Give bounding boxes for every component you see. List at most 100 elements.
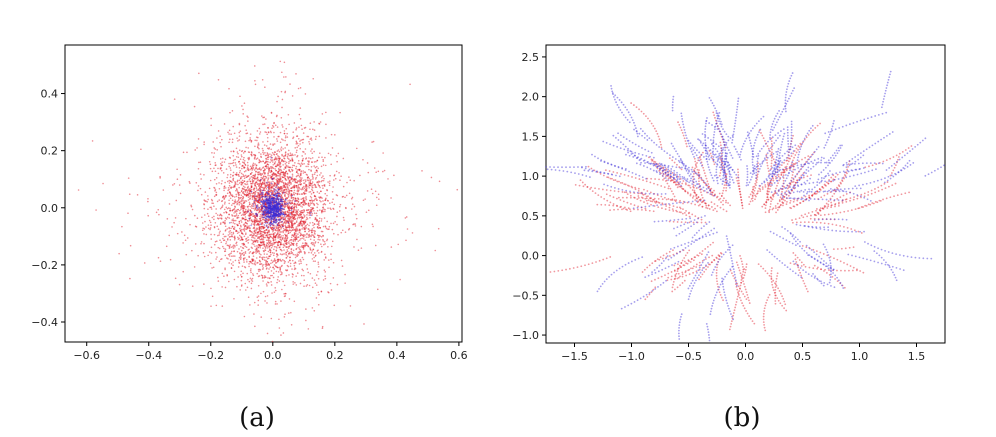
data-point <box>271 217 273 219</box>
data-point <box>267 174 269 177</box>
data-point <box>237 152 239 155</box>
data-point <box>227 258 229 260</box>
data-point <box>293 216 296 219</box>
data-point <box>193 214 196 217</box>
data-point <box>293 205 296 208</box>
data-point <box>235 166 238 168</box>
data-point <box>260 200 263 202</box>
data-point <box>254 217 257 220</box>
data-point <box>256 189 258 192</box>
data-point <box>224 267 226 270</box>
data-point <box>282 253 285 255</box>
data-point <box>305 263 308 266</box>
data-point <box>322 243 325 246</box>
data-point <box>323 184 325 186</box>
data-point <box>258 250 261 253</box>
data-point <box>289 221 292 223</box>
data-point <box>273 121 275 124</box>
data-point <box>298 193 301 195</box>
data-point <box>355 147 358 150</box>
data-point <box>201 229 204 232</box>
data-point <box>302 150 304 153</box>
data-point <box>243 315 246 318</box>
data-point <box>315 297 318 299</box>
data-point <box>277 167 280 170</box>
data-point <box>349 305 352 307</box>
data-point <box>390 246 393 248</box>
data-point <box>355 217 358 220</box>
data-point <box>309 208 312 211</box>
data-point <box>323 217 326 219</box>
data-point <box>211 216 214 219</box>
data-point <box>299 237 302 240</box>
data-point <box>291 259 294 262</box>
data-point <box>305 192 307 195</box>
data-point <box>258 260 261 262</box>
data-point <box>281 176 283 178</box>
data-point <box>377 193 380 196</box>
data-point <box>250 190 253 193</box>
data-point <box>288 241 290 243</box>
data-point <box>269 182 271 184</box>
data-point <box>305 157 308 159</box>
data-point <box>182 242 184 244</box>
data-point <box>237 214 240 217</box>
data-point <box>219 230 221 233</box>
data-point <box>238 149 241 152</box>
data-point <box>287 154 289 156</box>
data-point <box>287 149 290 152</box>
data-point <box>262 263 264 266</box>
data-point <box>273 188 275 190</box>
data-point <box>265 145 268 147</box>
data-point <box>250 140 253 142</box>
data-point <box>252 192 254 195</box>
data-point <box>264 276 266 278</box>
data-point <box>311 208 314 210</box>
data-point <box>265 217 267 219</box>
data-point <box>337 233 339 236</box>
data-point <box>283 185 286 188</box>
data-point <box>217 276 219 279</box>
data-point <box>248 139 250 142</box>
data-point <box>294 238 297 241</box>
data-point <box>245 240 248 243</box>
data-point <box>247 164 249 167</box>
data-point <box>241 238 243 241</box>
data-point <box>287 206 289 209</box>
data-point <box>265 214 268 216</box>
data-point <box>265 283 268 285</box>
data-point <box>245 246 248 248</box>
data-point <box>285 76 287 78</box>
data-point <box>285 252 287 254</box>
data-point <box>239 252 241 255</box>
data-point <box>224 248 227 250</box>
data-point <box>178 283 181 286</box>
data-point <box>244 208 247 211</box>
data-point <box>244 186 246 189</box>
data-point <box>294 228 297 230</box>
data-point <box>176 232 179 235</box>
data-point <box>322 206 324 209</box>
data-point <box>272 126 275 128</box>
data-point <box>291 95 294 97</box>
data-point <box>227 174 229 176</box>
data-point <box>222 233 225 236</box>
data-point <box>252 202 255 205</box>
data-point <box>207 227 210 230</box>
data-point <box>189 223 191 226</box>
data-point <box>876 201 879 204</box>
data-point <box>295 204 298 206</box>
data-point <box>259 208 261 211</box>
data-point <box>331 240 334 243</box>
data-point <box>289 259 291 261</box>
data-point <box>283 221 285 224</box>
data-point <box>328 182 331 185</box>
data-point <box>362 158 364 161</box>
data-point <box>211 202 213 204</box>
data-point <box>298 248 301 250</box>
data-point <box>281 273 283 275</box>
data-point <box>290 210 293 213</box>
data-point <box>236 202 239 205</box>
data-point <box>300 124 303 127</box>
data-point <box>285 239 287 241</box>
